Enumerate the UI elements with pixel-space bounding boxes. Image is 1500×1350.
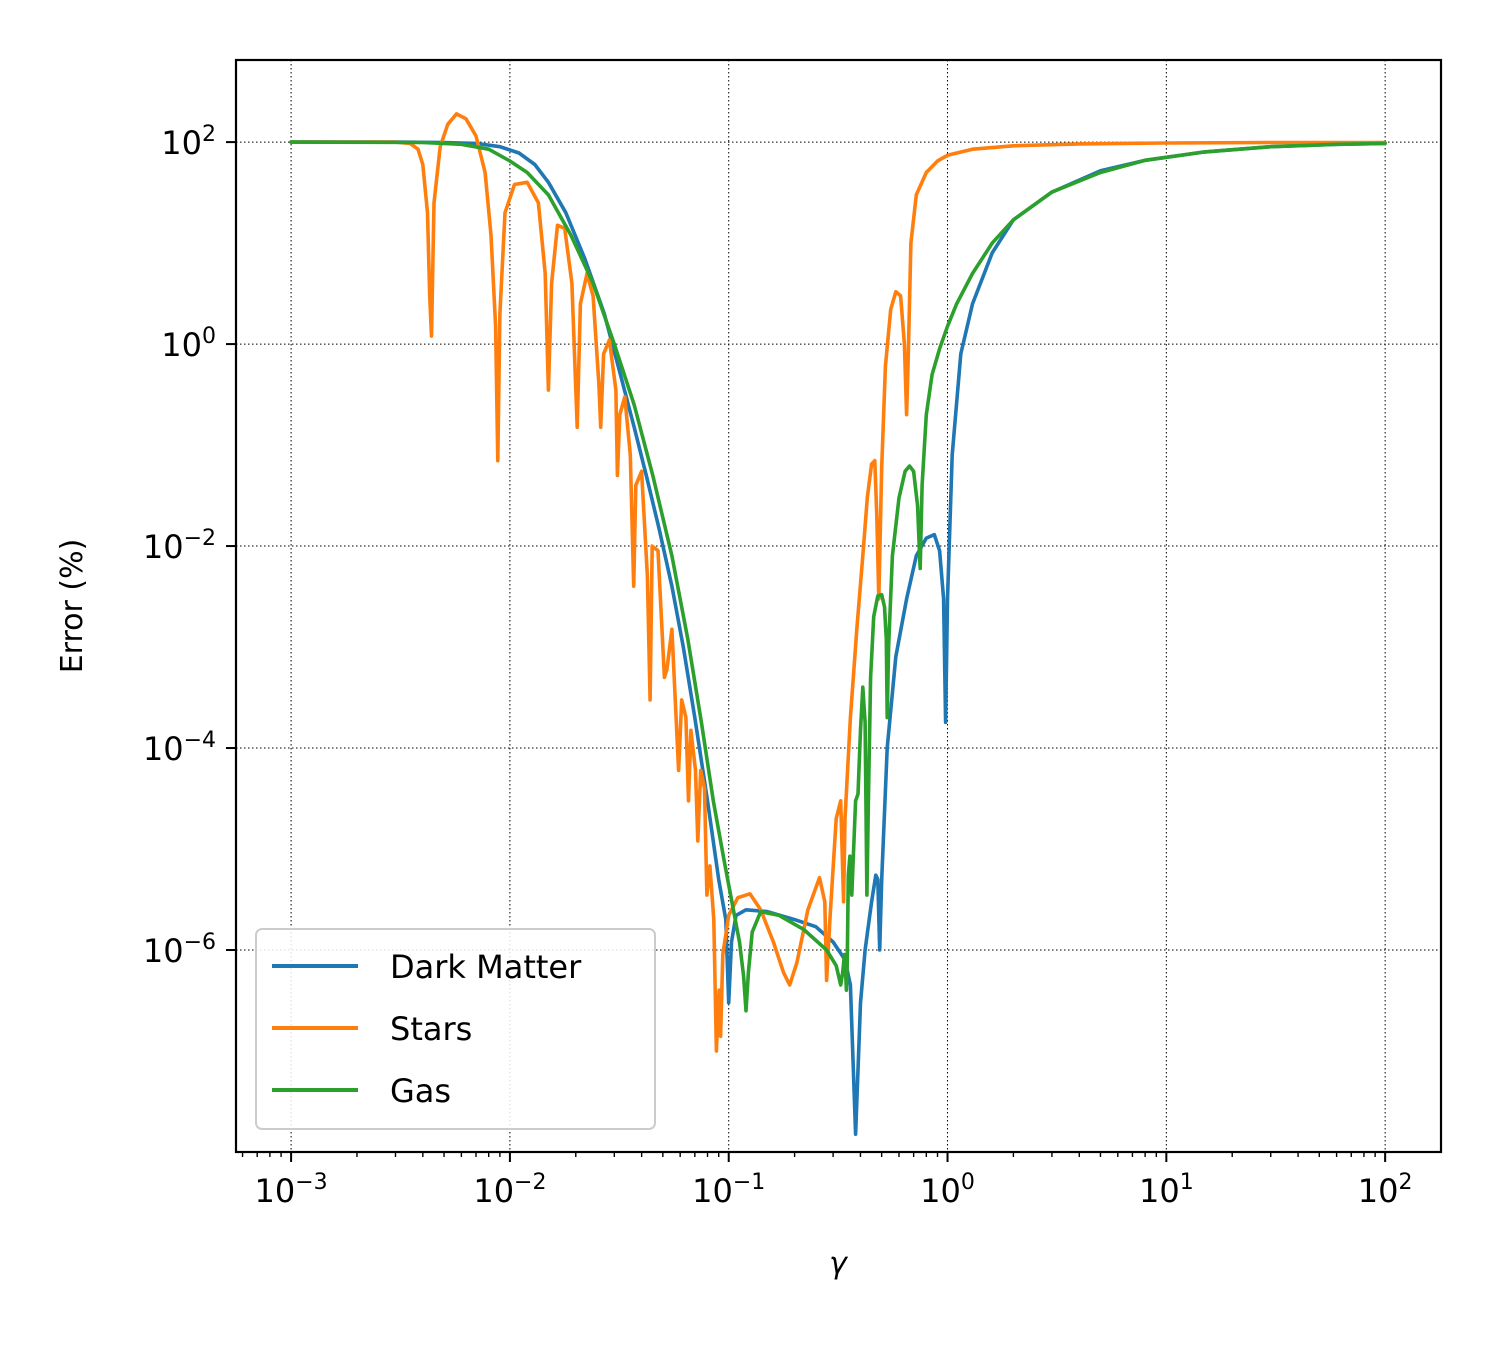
x-tick-label: 10−1 — [692, 1170, 765, 1210]
y-axis-label: Error (%) — [55, 539, 90, 674]
y-tick-exponent: −6 — [184, 930, 216, 955]
x-tick-label: 101 — [1139, 1170, 1194, 1210]
series-layer — [289, 112, 1387, 1136]
plot-frame — [234, 58, 1443, 1154]
y-tick-label: 10−2 — [143, 526, 216, 566]
y-tick-base: 10 — [143, 730, 184, 768]
legend-label-stars: Stars — [390, 1010, 472, 1048]
x-tick-label: 10−2 — [473, 1170, 546, 1210]
series-line-stars — [289, 112, 1387, 1053]
x-tick-exponent: 0 — [961, 1170, 975, 1195]
y-tick-exponent: −4 — [184, 728, 216, 753]
y-tick-label: 102 — [161, 122, 216, 162]
legend-label-gas: Gas — [390, 1072, 451, 1110]
x-tick-label: 102 — [1358, 1170, 1413, 1210]
y-tick-base: 10 — [143, 528, 184, 566]
y-tick-exponent: 0 — [202, 324, 216, 349]
series-line-gas — [289, 140, 1387, 1013]
x-tick-base: 10 — [1139, 1172, 1180, 1210]
x-tick-base: 10 — [920, 1172, 961, 1210]
y-tick-base: 10 — [161, 326, 202, 364]
y-tick-label: 10−6 — [143, 930, 216, 970]
x-tick-base: 10 — [473, 1172, 514, 1210]
x-tick-exponent: −2 — [514, 1170, 546, 1195]
x-tick-exponent: 1 — [1180, 1170, 1194, 1195]
x-tick-exponent: 2 — [1399, 1170, 1413, 1195]
y-tick-label: 100 — [161, 324, 216, 364]
y-tick-exponent: 2 — [202, 122, 216, 147]
x-tick-base: 10 — [1358, 1172, 1399, 1210]
x-axis-label: γ — [829, 1246, 849, 1281]
x-tick-label: 100 — [920, 1170, 975, 1210]
y-tick-label: 10−4 — [143, 728, 216, 768]
x-tick-label: 10−3 — [255, 1170, 328, 1210]
legend-box — [255, 928, 656, 1130]
x-axis-ticks: 10−3 10−2 10−1 100 101 102 — [241, 1152, 1413, 1210]
x-tick-base: 10 — [692, 1172, 733, 1210]
y-tick-base: 10 — [161, 124, 202, 162]
x-tick-exponent: −1 — [733, 1170, 765, 1195]
y-tick-base: 10 — [143, 932, 184, 970]
legend: Dark Matter Stars Gas — [255, 928, 656, 1130]
legend-label-dark-matter: Dark Matter — [390, 948, 582, 986]
x-tick-base: 10 — [255, 1172, 296, 1210]
x-tick-exponent: −3 — [295, 1170, 327, 1195]
y-tick-exponent: −2 — [184, 526, 216, 551]
